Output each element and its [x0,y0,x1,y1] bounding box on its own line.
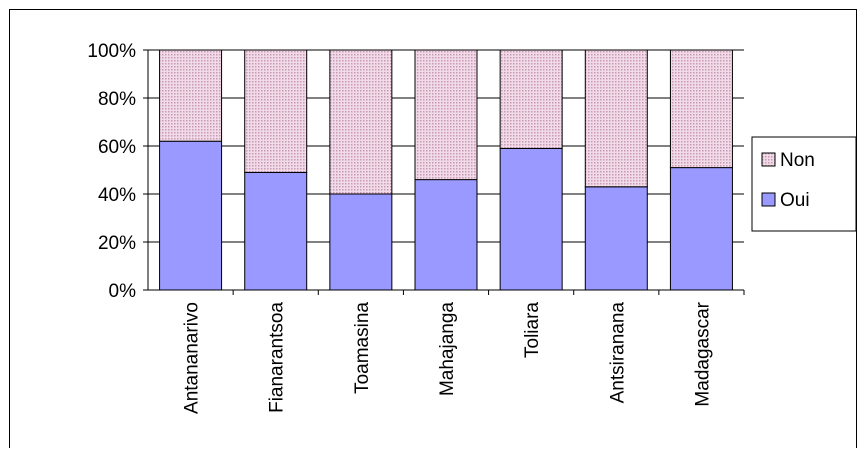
x-category-label: Madagascar [692,301,713,406]
bar-non [499,49,563,149]
bar-oui [584,186,648,291]
axes [143,49,745,295]
bar-non [584,49,648,188]
bar-oui [244,171,308,291]
x-category-label: Fianarantsoa [267,302,288,413]
bar-non [669,49,733,169]
x-category-label: Antsiranana [607,302,628,404]
y-tick-label: 40% [98,185,136,206]
y-tick-label: 80% [98,89,136,110]
x-category-label: Toliara [522,302,543,358]
legend-swatch-oui [761,192,776,207]
bar-non [329,49,393,195]
y-tick-label: 100% [87,41,136,62]
y-tick-label: 0% [109,281,137,302]
y-tick-labels: 0% 20% 40% 60% 80% 100% [87,41,136,302]
legend: Non Oui [751,136,857,232]
x-category-labels: Antananarivo Fianarantsoa Toamasina Mahajan… [182,301,714,414]
x-category-label: Mahajanga [437,302,458,396]
bar-oui [499,147,563,291]
bar-non [244,49,308,173]
y-tick-label: 20% [98,233,136,254]
legend-label-oui: Oui [780,190,810,211]
x-category-label: Toamasina [352,302,373,394]
bar-oui [669,167,733,291]
bar-non [159,49,223,142]
bar-oui [414,179,478,291]
bar-oui [159,140,223,291]
legend-swatch-non [761,152,776,167]
x-category-label: Antananarivo [182,302,203,414]
bar-oui [329,193,393,291]
bars [159,49,733,291]
y-tick-label: 60% [98,137,136,158]
bar-non [414,49,478,181]
legend-label-non: Non [780,150,815,171]
